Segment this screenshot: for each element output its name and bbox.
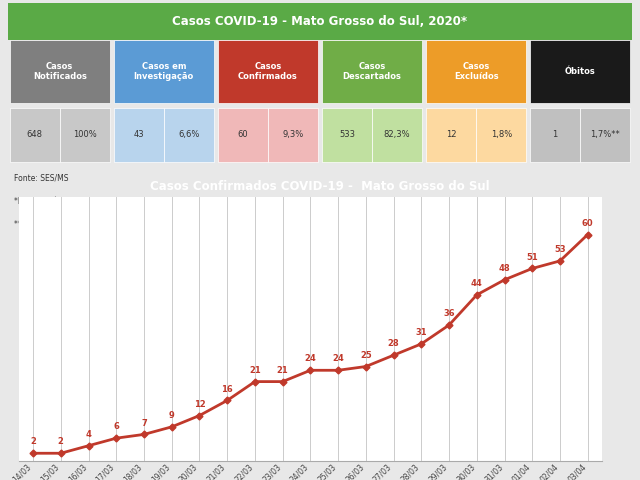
Text: 51: 51 [526, 252, 538, 262]
Bar [218, 108, 268, 162]
Text: Óbitos: Óbitos [565, 67, 596, 76]
Text: 2: 2 [58, 437, 64, 446]
Bar [426, 108, 476, 162]
Text: Fonte: SES/MS: Fonte: SES/MS [14, 174, 68, 183]
Bar [10, 40, 110, 103]
Text: 24: 24 [305, 355, 316, 363]
Text: 4: 4 [86, 430, 92, 439]
Text: 36: 36 [444, 309, 455, 318]
Text: 82,3%: 82,3% [384, 131, 410, 140]
Text: 100%: 100% [73, 131, 97, 140]
Text: Casos em
Investigação: Casos em Investigação [134, 61, 194, 81]
Text: 648: 648 [27, 131, 43, 140]
Text: 25: 25 [360, 351, 372, 360]
Bar [268, 108, 318, 162]
Text: 1: 1 [552, 131, 558, 140]
Text: 43: 43 [134, 131, 144, 140]
Text: 7: 7 [141, 419, 147, 428]
Bar [114, 40, 214, 103]
Bar [8, 3, 632, 40]
Text: 44: 44 [471, 279, 483, 288]
Bar [60, 108, 110, 162]
Text: 24: 24 [332, 355, 344, 363]
Text: 9,3%: 9,3% [282, 131, 303, 140]
Bar [10, 108, 60, 162]
Text: 12: 12 [193, 400, 205, 409]
Text: 6: 6 [113, 422, 119, 432]
Text: 28: 28 [388, 339, 399, 348]
Text: 9: 9 [169, 411, 175, 420]
Bar [530, 108, 580, 162]
Bar [114, 108, 164, 162]
Text: 6,6%: 6,6% [178, 131, 200, 140]
Bar [426, 40, 526, 103]
Text: 533: 533 [339, 131, 355, 140]
Bar [476, 108, 526, 162]
Text: 21: 21 [249, 366, 261, 375]
Bar [580, 108, 630, 162]
Text: 48: 48 [499, 264, 510, 273]
Text: 21: 21 [276, 366, 289, 375]
Text: Casos
Notificados: Casos Notificados [33, 61, 86, 81]
Text: Casos Confirmados COVID-19 -  Mato Grosso do Sul: Casos Confirmados COVID-19 - Mato Grosso… [150, 180, 490, 192]
Bar [164, 108, 214, 162]
Text: 2: 2 [30, 437, 36, 446]
Text: 12: 12 [446, 131, 456, 140]
Text: *Dados até 03/04/2020 às 10hs.: *Dados até 03/04/2020 às 10hs. [14, 197, 138, 206]
Text: 16: 16 [221, 384, 233, 394]
Text: Casos
Confirmados: Casos Confirmados [238, 61, 298, 81]
Bar [322, 40, 422, 103]
Text: Casos
Descartados: Casos Descartados [342, 61, 401, 81]
Text: **Razão entre óbitos e casos confirmados.: **Razão entre óbitos e casos confirmados… [14, 220, 177, 229]
Bar [372, 108, 422, 162]
Bar [322, 108, 372, 162]
Text: 1,7%**: 1,7%** [591, 131, 620, 140]
Text: 60: 60 [237, 131, 248, 140]
Text: 53: 53 [554, 245, 566, 254]
Text: 1,8%: 1,8% [491, 131, 512, 140]
Text: Casos
Excluídos: Casos Excluídos [454, 61, 499, 81]
Text: 31: 31 [415, 328, 427, 337]
Bar [530, 40, 630, 103]
Text: Casos COVID-19 - Mato Grosso do Sul, 2020*: Casos COVID-19 - Mato Grosso do Sul, 202… [172, 15, 468, 28]
Text: 60: 60 [582, 219, 593, 228]
Bar [218, 40, 318, 103]
